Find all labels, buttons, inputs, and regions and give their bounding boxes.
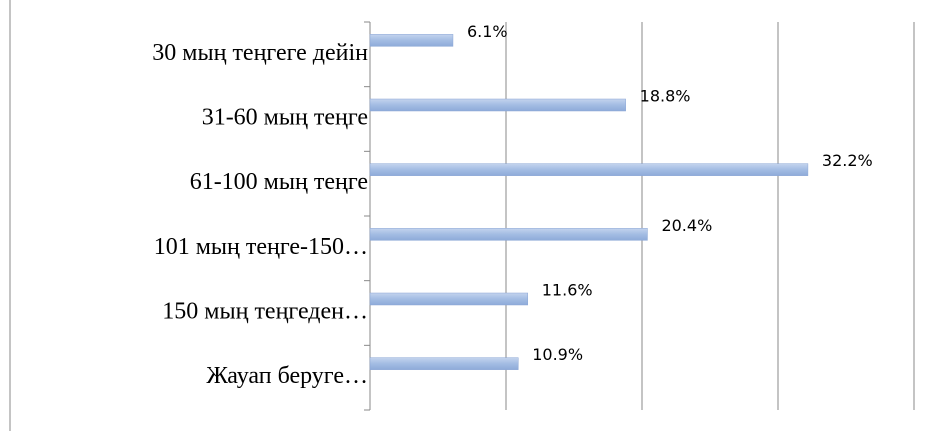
bar — [369, 357, 519, 370]
y-tick-label: 150 мың теңгеден… — [162, 299, 368, 325]
y-tick-label: 61-100 мың теңге — [190, 169, 368, 195]
data-label: 18.8% — [640, 87, 691, 106]
y-tick-label: 101 мың теңге-150… — [154, 234, 368, 260]
bar — [369, 34, 454, 47]
data-label: 6.1% — [467, 22, 508, 41]
data-label: 11.6% — [542, 281, 593, 300]
bar — [369, 228, 648, 241]
bar — [369, 163, 809, 176]
y-tick-label: 31-60 мың теңге — [202, 105, 368, 131]
data-label: 32.2% — [822, 151, 873, 170]
bar — [369, 292, 529, 306]
y-tick-label: Жауап беруге… — [206, 363, 368, 389]
data-label: 20.4% — [661, 216, 712, 235]
data-label: 10.9% — [532, 345, 583, 364]
bar — [369, 98, 626, 112]
y-tick-label: 30 мың теңгеге дейін — [152, 40, 368, 66]
